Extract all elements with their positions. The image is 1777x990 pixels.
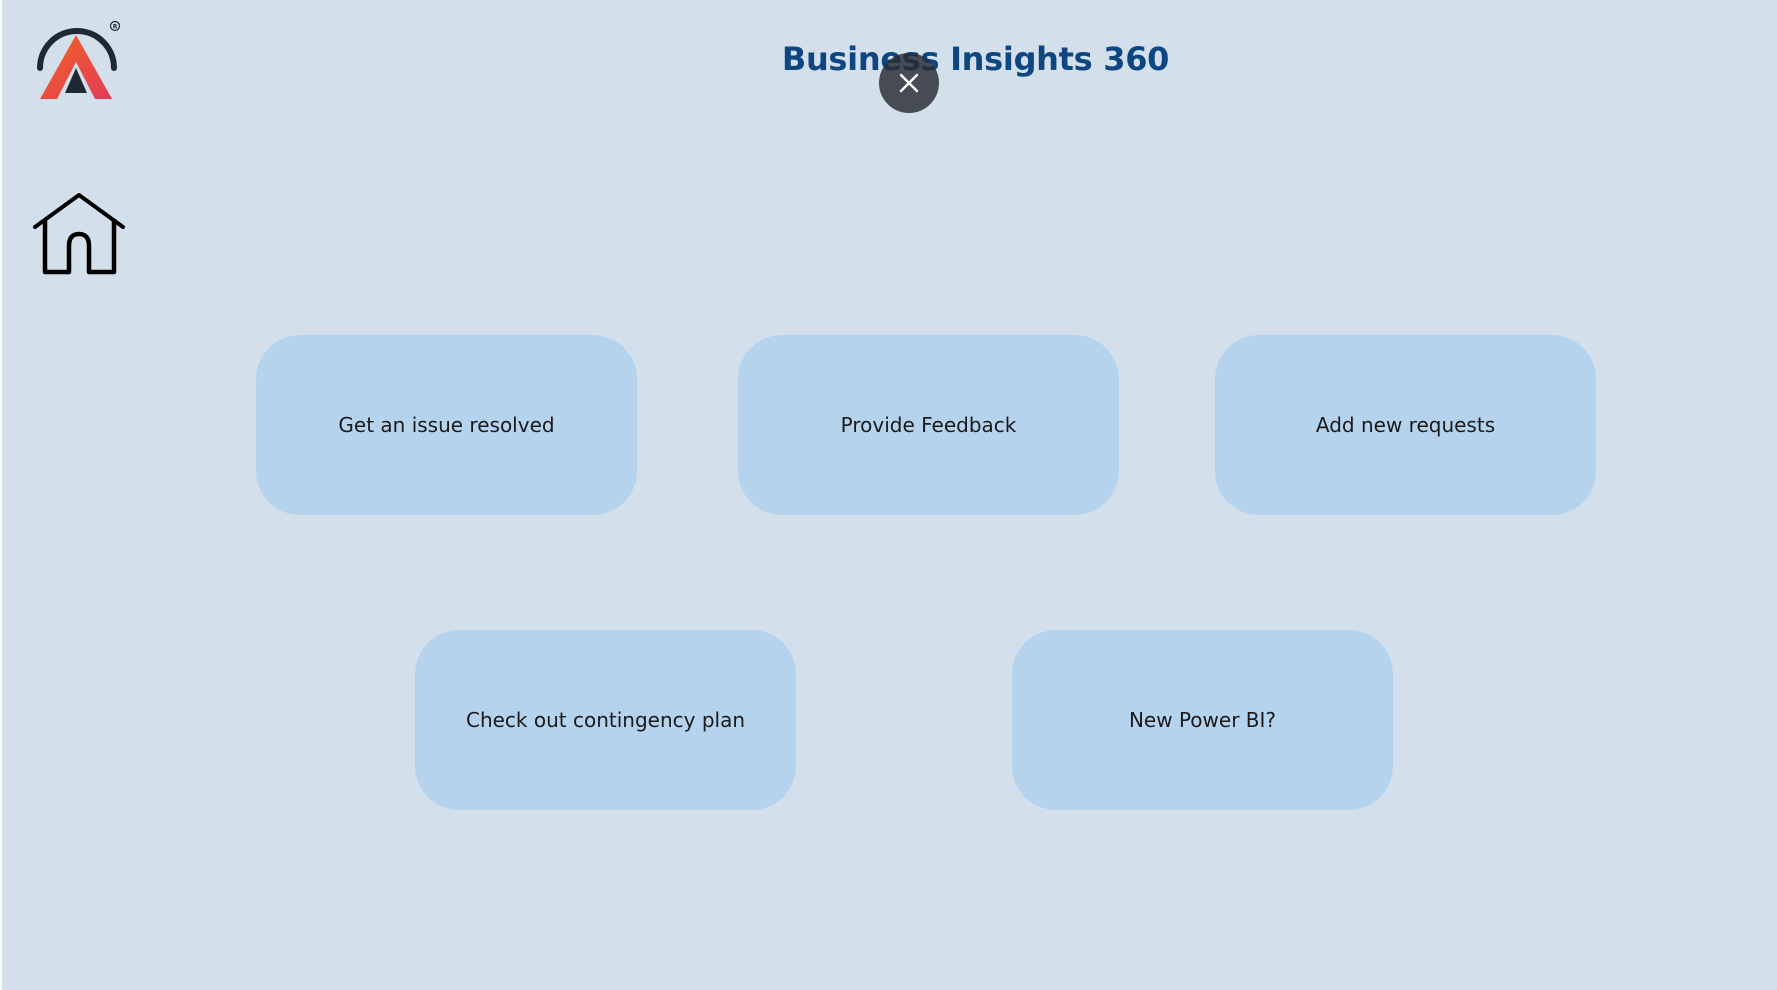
close-button[interactable] (879, 53, 939, 113)
home-icon (32, 192, 126, 276)
provide-feedback-button[interactable]: Provide Feedback (738, 335, 1119, 515)
brand-logo-icon: R (34, 18, 120, 104)
svg-text:R: R (113, 23, 118, 30)
new-power-bi-button[interactable]: New Power BI? (1012, 630, 1393, 810)
get-issue-resolved-button[interactable]: Get an issue resolved (256, 335, 637, 515)
contingency-plan-button[interactable]: Check out contingency plan (415, 630, 796, 810)
add-new-requests-button[interactable]: Add new requests (1215, 335, 1596, 515)
page-title: Business Insights 360 (174, 40, 1777, 78)
close-icon (898, 72, 920, 94)
home-button[interactable] (32, 192, 126, 276)
left-edge-divider (0, 0, 2, 990)
